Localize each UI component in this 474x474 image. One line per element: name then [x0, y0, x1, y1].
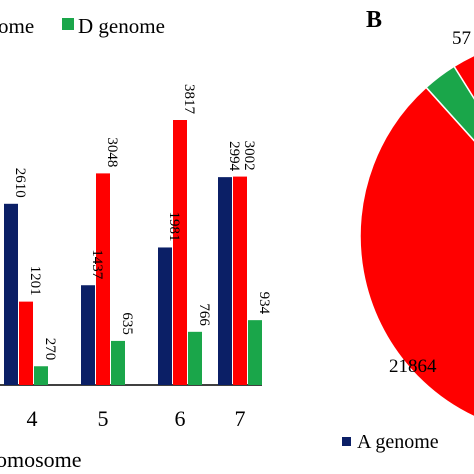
legend-swatch-d-genome [62, 18, 74, 30]
x-tick-label-5: 5 [98, 406, 109, 431]
bar-cat4-series0 [4, 203, 18, 385]
bar-legend: ome D genome [0, 14, 165, 38]
bar-cat4-series1 [19, 301, 33, 385]
data-label-cat4-series0: 2610 [12, 168, 28, 198]
bar-cat7-series0 [218, 177, 232, 385]
bar-cat6-series1 [173, 120, 187, 385]
bar-cat4-series2 [34, 366, 48, 385]
bar-cat5-series0 [81, 285, 95, 385]
x-tick-label-6: 6 [175, 406, 186, 431]
pie-slice-green [425, 65, 474, 142]
legend-label-fragment: ome [0, 14, 34, 38]
panel-label: B [366, 7, 382, 33]
bar-chart: ome D genome 4 5 6 7 2610 1201 270 1437 3048 635… [0, 14, 272, 472]
bar-cat6-series0 [158, 247, 172, 385]
data-label-cat7-series0: 2994 [226, 141, 242, 172]
bar-cat7-series2 [248, 320, 262, 385]
data-label-cat7-series1: 3002 [241, 141, 257, 171]
data-label-cat5-series1: 3048 [104, 137, 120, 167]
pie-chart: B 57 21864 A genome [342, 7, 474, 453]
bar-cat6-series2 [188, 331, 202, 385]
pie-slice-red [359, 54, 474, 418]
data-label-cat5-series2: 635 [119, 312, 135, 335]
legend-swatch-a-genome [342, 437, 351, 446]
legend-label-d-genome: D genome [78, 14, 165, 38]
pie-slice-label-21864: 21864 [389, 356, 437, 377]
pie-slice-label-57: 57 [452, 28, 471, 49]
data-label-cat4-series2: 270 [42, 338, 58, 361]
legend-label-a-genome: A genome [357, 431, 439, 453]
data-label-cat6-series1: 3817 [181, 84, 197, 115]
x-tick-label-7: 7 [235, 406, 246, 431]
data-label-cat4-series1: 1201 [27, 266, 43, 296]
x-axis-label: omosome [0, 447, 82, 472]
bar-cat5-series2 [111, 340, 125, 385]
data-labels: 2610 1201 270 1437 3048 635 1981 3817 766 2994 300… [12, 84, 272, 360]
bars [4, 120, 262, 385]
bar-cat5-series1 [96, 173, 110, 385]
data-label-cat6-series0: 1981 [166, 211, 182, 241]
data-label-cat7-series2: 934 [256, 292, 272, 315]
x-tick-labels: 4 5 6 7 [27, 406, 246, 431]
bar-cat7-series1 [233, 176, 247, 385]
x-tick-label-4: 4 [27, 406, 38, 431]
data-label-cat6-series2: 766 [196, 303, 212, 326]
data-label-cat5-series0: 1437 [89, 249, 105, 280]
pie-legend: A genome [342, 431, 439, 453]
